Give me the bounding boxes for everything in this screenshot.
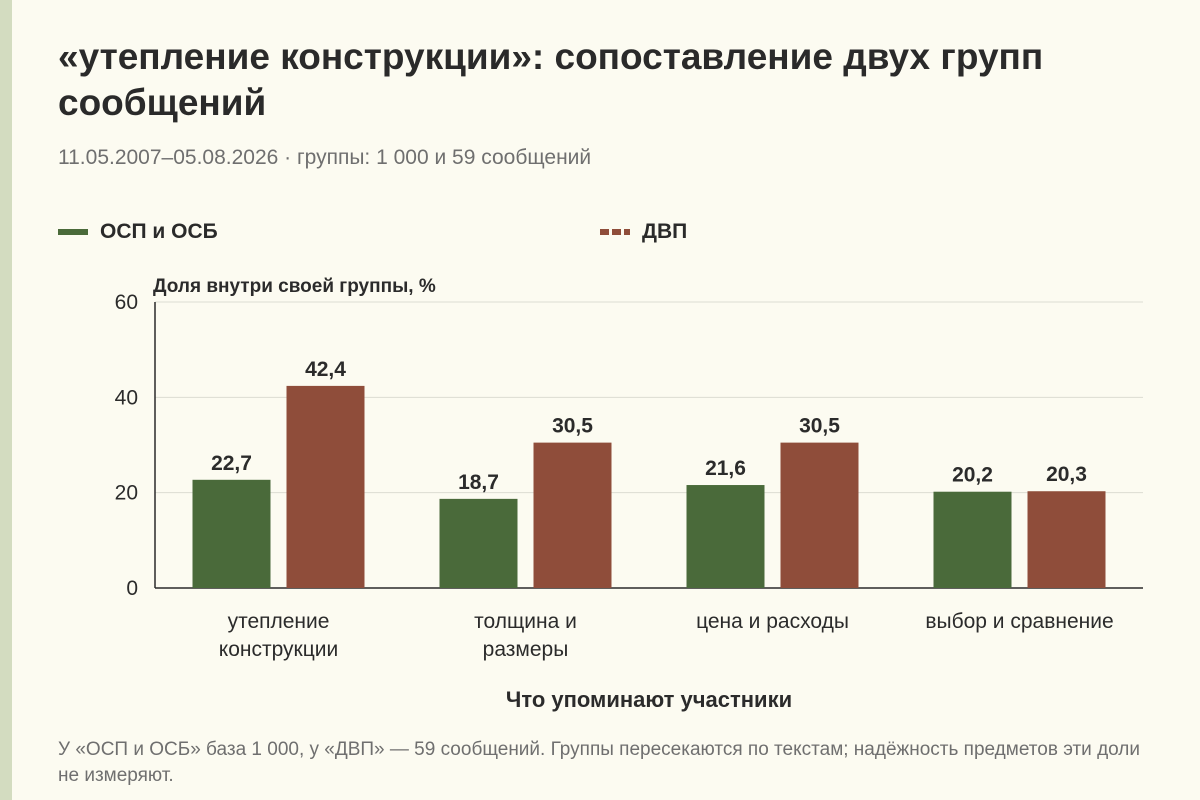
x-tick-label: толщина и — [474, 610, 577, 633]
x-tick-label: выбор и сравнение — [925, 610, 1113, 633]
y-tick-label: 40 — [115, 386, 138, 409]
chart-title: «утепление конструкции»: сопоставление д… — [58, 36, 1044, 123]
legend-swatch-green — [58, 229, 88, 235]
x-axis-label: Что упоминают участники — [506, 687, 792, 712]
data-label: 30,5 — [799, 415, 840, 438]
y-axis-label: Доля внутри своей группы, % — [153, 276, 436, 297]
legend-item-osp-osb: ОСП и ОСБ — [58, 219, 218, 245]
bar — [439, 498, 518, 588]
x-tick-label: утепление — [228, 610, 330, 633]
data-label: 20,2 — [952, 464, 993, 487]
bar — [286, 385, 365, 588]
y-tick-label: 60 — [115, 291, 138, 314]
bar — [780, 442, 859, 588]
legend-item-dvp: ДВП — [600, 219, 687, 245]
data-label: 22,7 — [211, 452, 252, 475]
accent-bar — [0, 0, 12, 800]
data-label: 20,3 — [1046, 463, 1087, 486]
data-label: 30,5 — [552, 415, 593, 438]
y-tick-label: 20 — [115, 482, 138, 505]
bar — [686, 485, 765, 588]
legend-label: ОСП и ОСБ — [100, 220, 218, 243]
x-tick-label: конструкции — [219, 638, 338, 661]
legend-label: ДВП — [642, 220, 688, 243]
bar — [192, 479, 271, 588]
data-label: 42,4 — [305, 358, 346, 381]
legend-swatch-brown — [600, 229, 630, 235]
chart-subtitle: 11.05.2007–05.08.2026 · группы: 1 000 и … — [58, 146, 592, 169]
bar — [533, 442, 612, 588]
footnote: У «ОСП и ОСБ» база 1 000, у «ДВП» — 59 с… — [58, 739, 1140, 786]
bar — [933, 491, 1012, 588]
x-tick-label: цена и расходы — [696, 610, 849, 633]
data-label: 21,6 — [705, 457, 746, 480]
y-tick-label: 0 — [126, 577, 138, 600]
bar — [1027, 491, 1106, 588]
data-label: 18,7 — [458, 471, 499, 494]
x-tick-label: размеры — [483, 638, 569, 661]
